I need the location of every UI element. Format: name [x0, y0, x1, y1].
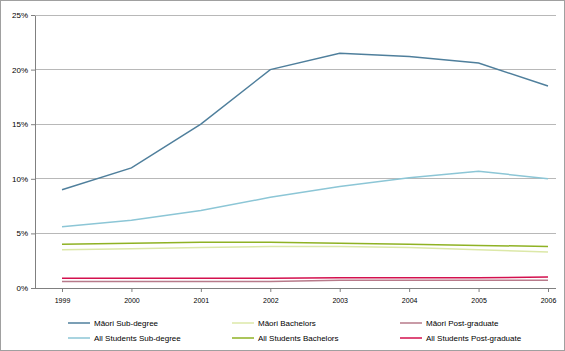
y-tick: 0% — [16, 284, 35, 293]
y-tick-mark — [31, 15, 35, 16]
x-tick: 1999 — [55, 288, 71, 304]
y-tick-mark — [31, 179, 35, 180]
legend-label: All Students Post-graduate — [426, 334, 522, 343]
legend-label: Māori Post-graduate — [426, 319, 499, 328]
y-tick-label: 25% — [12, 11, 28, 20]
x-tick: 2003 — [332, 288, 348, 304]
grid-line — [35, 69, 556, 70]
x-tick-label: 1999 — [55, 297, 71, 304]
x-tick: 2006 — [541, 288, 557, 304]
legend: Māori Sub-degree Māori Bachelors Māori Pos… — [68, 319, 522, 343]
legend-swatch — [68, 322, 90, 324]
x-tick-label: 2005 — [471, 297, 487, 304]
x-tick-label: 2001 — [194, 297, 210, 304]
series-line — [62, 242, 548, 246]
series-line — [62, 171, 548, 227]
y-tick: 25% — [12, 11, 35, 20]
legend-label: All Students Bachelors — [258, 334, 339, 343]
legend-swatch — [400, 322, 422, 324]
y-tick-label: 10% — [12, 175, 28, 184]
x-tick: 2002 — [263, 288, 279, 304]
legend-swatch — [400, 337, 422, 339]
grid-line — [35, 288, 556, 289]
x-axis-line — [35, 288, 556, 289]
x-tick-label: 2006 — [541, 297, 557, 304]
y-axis-line — [35, 16, 36, 289]
grid-line — [35, 233, 556, 234]
x-axis: 1999 2000 2001 2002 2003 2004 2005 2006 — [35, 288, 556, 304]
grid — [35, 15, 556, 288]
y-tick-label: 5% — [16, 229, 28, 238]
series-line — [62, 277, 548, 278]
legend-item: All Students Bachelors — [232, 334, 339, 343]
legend-swatch — [232, 337, 254, 339]
x-tick: 2004 — [402, 288, 418, 304]
x-tick-mark — [201, 288, 202, 292]
y-tick-label: 0% — [16, 284, 28, 293]
y-tick: 10% — [12, 175, 35, 184]
y-tick-mark — [31, 288, 35, 289]
legend-item: All Students Post-graduate — [400, 334, 522, 343]
x-tick-label: 2002 — [263, 297, 279, 304]
y-tick-mark — [31, 124, 35, 125]
legend-swatch — [232, 322, 254, 324]
y-tick-label: 20% — [12, 66, 28, 75]
legend-swatch — [68, 337, 90, 339]
lines — [62, 53, 548, 281]
chart: 0% 5% 10% 15% 20% 25% 1999 2000 2001 2002 2003 2004… — [0, 0, 565, 351]
x-tick-label: 2003 — [332, 297, 348, 304]
y-tick: 15% — [12, 120, 35, 129]
legend-label: All Students Sub-degree — [94, 334, 181, 343]
y-tick: 20% — [12, 66, 35, 75]
legend-item: Māori Sub-degree — [68, 319, 159, 328]
frame — [1, 1, 565, 351]
legend-item: Māori Bachelors — [232, 319, 316, 328]
legend-label: Māori Sub-degree — [94, 319, 159, 328]
grid-line — [35, 178, 556, 179]
x-tick-mark — [270, 288, 271, 292]
x-tick: 2005 — [471, 288, 487, 304]
grid-line — [35, 15, 556, 16]
legend-label: Māori Bachelors — [258, 319, 316, 328]
grid-line — [35, 124, 556, 125]
x-tick: 2001 — [194, 288, 210, 304]
x-tick-mark — [340, 288, 341, 292]
x-tick-mark — [409, 288, 410, 292]
x-tick-label: 2004 — [402, 297, 418, 304]
x-tick-mark — [131, 288, 132, 292]
y-tick-mark — [31, 233, 35, 234]
series-line — [62, 247, 548, 252]
x-tick-mark — [548, 288, 549, 292]
y-axis: 0% 5% 10% 15% 20% 25% — [12, 11, 36, 293]
x-tick-mark — [479, 288, 480, 292]
series-line — [62, 280, 548, 281]
x-tick-mark — [62, 288, 63, 292]
series-line — [62, 53, 548, 190]
y-tick: 5% — [16, 229, 35, 238]
x-tick: 2000 — [124, 288, 140, 304]
y-tick-label: 15% — [12, 120, 28, 129]
legend-item: Māori Post-graduate — [400, 319, 499, 328]
x-tick-label: 2000 — [124, 297, 140, 304]
legend-item: All Students Sub-degree — [68, 334, 181, 343]
y-tick-mark — [31, 70, 35, 71]
